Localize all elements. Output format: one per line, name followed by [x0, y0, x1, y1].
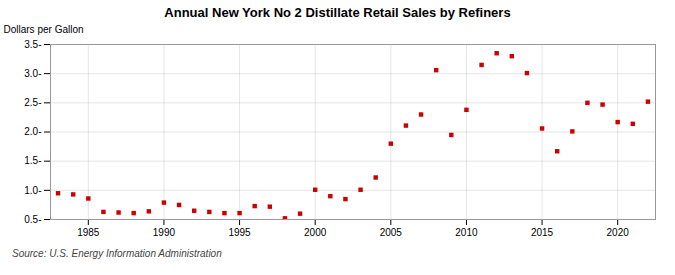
svg-text:1995: 1995 [228, 227, 251, 238]
svg-text:Dollars per Gallon: Dollars per Gallon [4, 24, 84, 35]
svg-text:1.5-: 1.5- [24, 155, 41, 166]
svg-text:2010: 2010 [455, 227, 478, 238]
svg-text:3.0-: 3.0- [24, 68, 41, 79]
svg-text:2000: 2000 [304, 227, 327, 238]
svg-text:2.5-: 2.5- [24, 97, 41, 108]
svg-text:1.0-: 1.0- [24, 185, 41, 196]
svg-text:1990: 1990 [153, 227, 176, 238]
svg-text:2005: 2005 [380, 227, 403, 238]
svg-text:2.0-: 2.0- [24, 126, 41, 137]
svg-text:2015: 2015 [531, 227, 554, 238]
svg-text:0.5-: 0.5- [24, 214, 41, 225]
svg-text:1985: 1985 [77, 227, 100, 238]
svg-text:2020: 2020 [607, 227, 630, 238]
svg-text:3.5-: 3.5- [24, 39, 41, 50]
html-text:Annual New York No 2 Distillat: Annual New York No 2 Distillate Retail S… [164, 5, 511, 20]
html-text:Source: U.S. Energy Informatio: Source: U.S. Energy Information Administ… [12, 248, 222, 259]
